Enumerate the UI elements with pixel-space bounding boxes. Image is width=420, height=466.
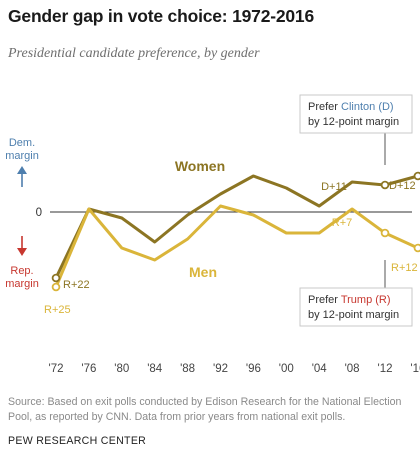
data-point-marker <box>380 180 390 190</box>
source-note: Source: Based on exit polls conducted by… <box>8 396 402 423</box>
x-tick-label: '12 <box>378 363 393 375</box>
chart-title: Gender gap in vote choice: 1972-2016 <box>8 6 314 26</box>
series-label-women: Women <box>175 158 225 174</box>
point-label-men-2016: R+12 <box>391 262 418 274</box>
point-label-men-1972: R+25 <box>44 304 71 316</box>
dem-margin-label-line2: margin <box>5 150 39 162</box>
trump-callout-box <box>299 287 413 327</box>
x-tick-label: '84 <box>147 363 163 375</box>
trump-name: Trump (R) <box>341 294 391 306</box>
clinton-callout-line1: Prefer Clinton (D) <box>308 101 394 113</box>
rep-margin-label-line1: Rep. <box>10 265 33 277</box>
point-label-women-1972: R+22 <box>63 279 90 291</box>
point-label-men-2012: R+7 <box>332 217 353 229</box>
rep-margin-label-line2: margin <box>5 278 39 290</box>
dem-margin-label-line1: Dem. <box>9 137 35 149</box>
x-tick-label: '16 <box>410 363 420 375</box>
x-tick-label: '92 <box>213 363 228 375</box>
x-tick-label: '80 <box>114 363 129 375</box>
series-line-men <box>54 204 420 289</box>
y-zero-label: 0 <box>36 207 42 219</box>
x-tick-label: '96 <box>246 363 261 375</box>
chart-subtitle: Presidential candidate preference, by ge… <box>8 46 260 61</box>
trump-callout-line1: Prefer Trump (R) <box>308 294 391 306</box>
x-tick-label: '88 <box>180 363 195 375</box>
x-tick-label: '00 <box>279 363 294 375</box>
x-tick-label: '08 <box>345 363 360 375</box>
rep-arrow-icon <box>17 248 27 256</box>
data-point-marker <box>51 282 61 292</box>
dem-arrow-icon <box>17 166 27 174</box>
data-point-marker <box>413 243 420 253</box>
data-point-marker <box>413 171 420 181</box>
data-point-marker <box>51 273 61 283</box>
point-label-women-2016: D+12 <box>389 180 416 192</box>
clinton-name: Clinton (D) <box>341 101 394 113</box>
credit-line: PEW RESEARCH CENTER <box>8 435 147 447</box>
series-line-women <box>54 174 420 280</box>
series-label-men: Men <box>189 264 217 280</box>
x-tick-label: '04 <box>312 363 328 375</box>
point-label-women-2012: D+11 <box>321 181 347 193</box>
clinton-callout-line2: by 12-point margin <box>308 116 399 128</box>
data-point-marker <box>380 228 390 238</box>
trump-callout-line2: by 12-point margin <box>308 309 399 321</box>
clinton-callout-box <box>299 94 413 134</box>
x-tick-label: '76 <box>81 363 96 375</box>
x-tick-label: '72 <box>49 363 64 375</box>
